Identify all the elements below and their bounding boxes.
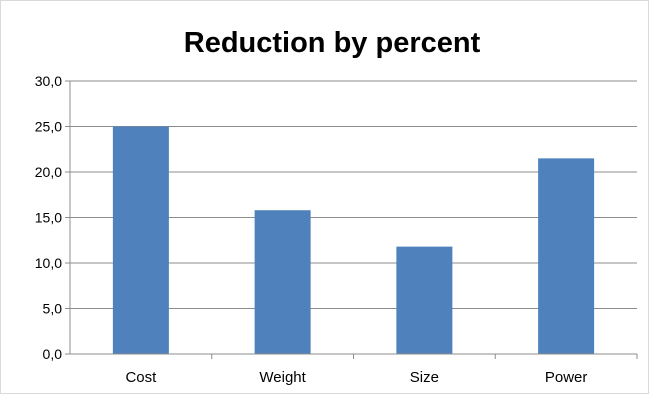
bars [112,126,595,354]
axis-labels: 0,0 5,0 10,0 15,0 20,0 25,0 30,0 Cost Weight Size… [35,73,588,386]
x-tick-label: Size [410,369,439,386]
axes [65,80,638,359]
y-tick-label: 0,0 [43,346,63,362]
y-tick-label: 15,0 [35,210,62,226]
x-tick-label: Cost [125,369,157,386]
y-tick-label: 10,0 [35,255,62,271]
bar-size [396,246,453,354]
bar-weight [254,210,311,354]
bar-cost [112,126,169,354]
chart-title: Reduction by percent [184,27,481,59]
y-tick-label: 30,0 [35,73,62,89]
y-tick-label: 5,0 [43,301,63,317]
bar-power [538,158,595,354]
y-tick-label: 25,0 [35,119,62,135]
y-tick-label: 20,0 [35,164,62,180]
x-tick-label: Weight [259,369,306,386]
x-tick-label: Power [545,369,588,386]
